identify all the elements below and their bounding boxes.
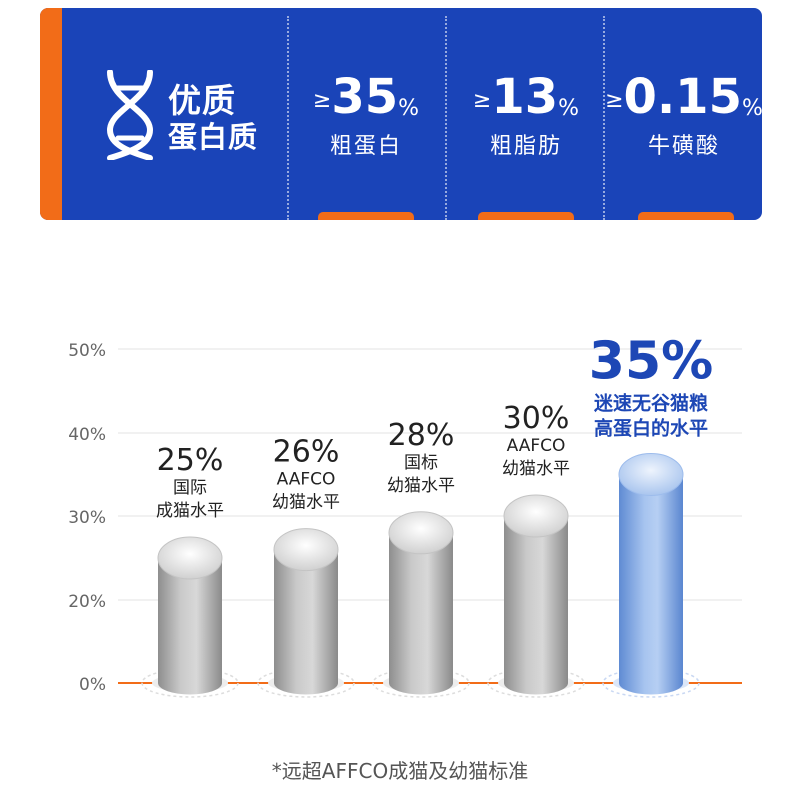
banner-tab xyxy=(638,212,734,220)
category-label: 幼猫水平 xyxy=(387,476,455,496)
value-label: 25% xyxy=(157,443,224,478)
metric-crude-fat: ≥13% 粗脂肪 xyxy=(446,70,606,160)
metric-taurine: ≥0.15% 牛磺酸 xyxy=(604,70,764,160)
category-label: 国标 xyxy=(404,453,438,473)
nutrition-banner xyxy=(40,8,762,220)
dna-icon xyxy=(106,70,154,160)
category-label: 成猫水平 xyxy=(156,501,224,521)
metric-ge-sign: ≥ xyxy=(605,88,624,113)
metric-crude-protein: ≥35% 粗蛋白 xyxy=(286,70,446,160)
value-label: 26% xyxy=(273,435,340,470)
bar-top-cap xyxy=(503,494,569,538)
category-label: AAFCO xyxy=(277,470,336,490)
banner-divider xyxy=(603,16,605,220)
bar xyxy=(274,549,338,695)
metric-unit: % xyxy=(741,96,763,121)
value-label: 28% xyxy=(388,418,455,453)
category-label: 国际 xyxy=(173,478,207,498)
banner-divider xyxy=(287,16,289,220)
quality-protein-block: 优质 蛋白质 xyxy=(60,70,280,160)
y-tick-label: 30% xyxy=(68,508,106,528)
metric-value: 35 xyxy=(331,69,399,125)
category-label: 高蛋白的水平 xyxy=(594,417,708,440)
y-tick-label: 0% xyxy=(79,675,106,695)
y-tick-label: 50% xyxy=(68,341,106,361)
bar xyxy=(158,558,222,695)
y-tick-label: 40% xyxy=(68,425,106,445)
metric-unit: % xyxy=(558,96,580,121)
metric-label: 粗脂肪 xyxy=(489,134,562,159)
metric-ge-sign: ≥ xyxy=(312,88,332,113)
bar xyxy=(619,474,683,695)
value-label: 30% xyxy=(503,401,570,436)
banner-tab xyxy=(478,212,574,220)
metric-label: 牛磺酸 xyxy=(647,134,720,159)
bar-top-cap xyxy=(618,453,684,496)
bar xyxy=(504,516,568,695)
value-label: 35% xyxy=(589,332,713,392)
banner-divider xyxy=(445,16,447,220)
category-label: 迷速无谷猫粮 xyxy=(593,392,708,415)
y-tick-label: 20% xyxy=(68,592,106,612)
protein-bar-chart: 0%20%30%40%50% 成猫水平国际25%幼猫水平AAFCO26%幼猫水平… xyxy=(68,332,742,698)
category-label: 幼猫水平 xyxy=(502,459,570,479)
bar-top-cap xyxy=(157,536,223,580)
category-label: 幼猫水平 xyxy=(272,493,340,513)
bar-top-cap xyxy=(273,528,339,572)
metric-value: 13 xyxy=(491,69,559,125)
footnote: *远超AFFCO成猫及幼猫标准 xyxy=(271,759,529,783)
metric-ge-sign: ≥ xyxy=(472,88,492,113)
metric-value: 0.15 xyxy=(623,69,742,125)
category-label: AAFCO xyxy=(507,436,566,456)
bar-top-cap xyxy=(388,511,454,555)
banner-accent-stripe xyxy=(40,8,62,220)
quality-label-line1: 优质 xyxy=(168,81,236,120)
quality-label-line2: 蛋白质 xyxy=(168,120,259,154)
bar xyxy=(389,532,453,695)
metric-unit: % xyxy=(398,96,420,121)
metric-label: 粗蛋白 xyxy=(329,134,402,159)
banner-tab xyxy=(318,212,414,220)
